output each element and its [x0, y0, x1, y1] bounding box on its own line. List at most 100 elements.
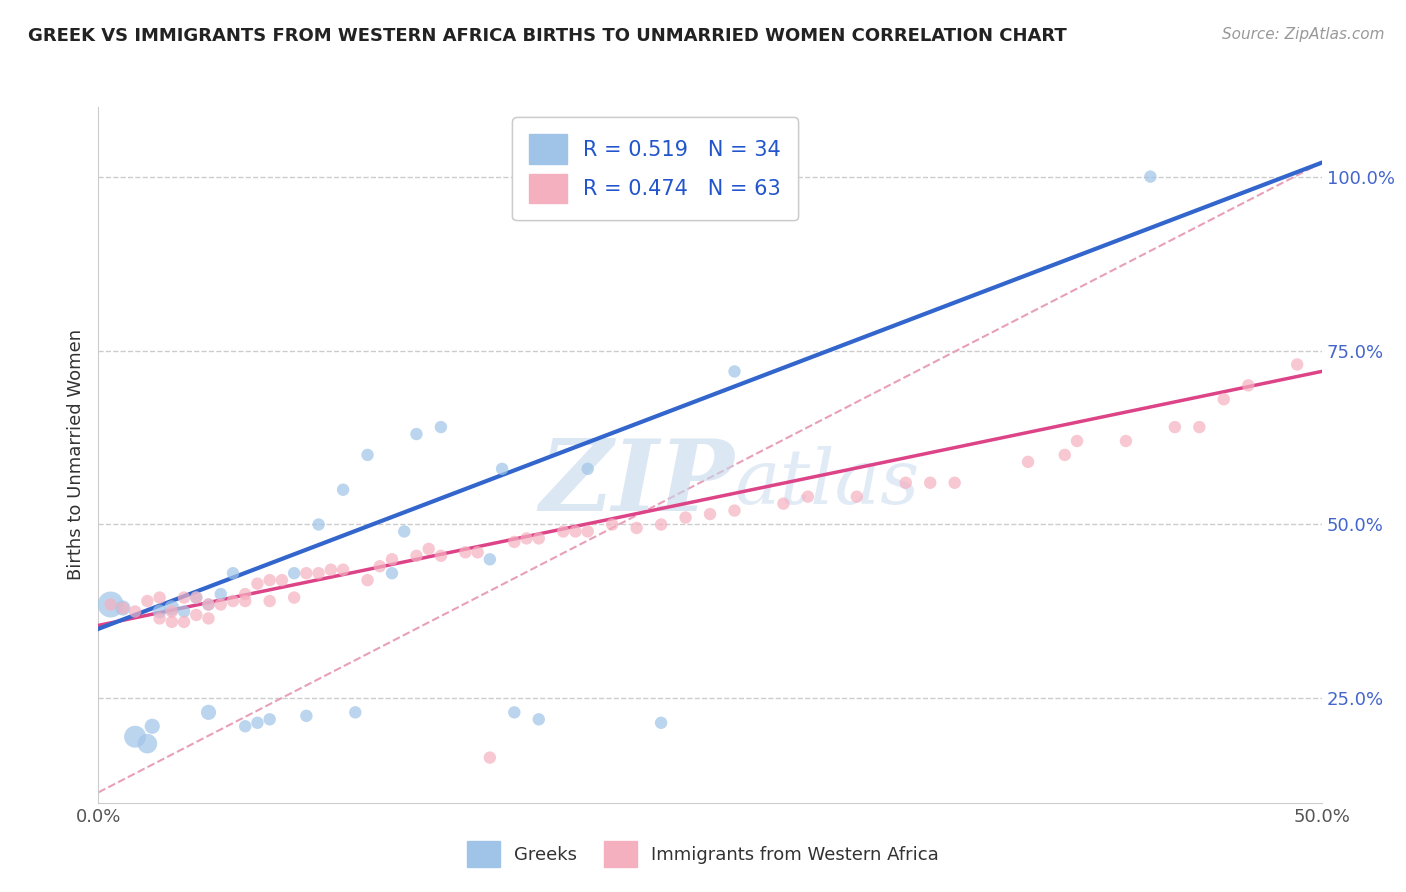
Point: [308, 517, 330, 532]
Point: [515, 532, 537, 546]
Point: [197, 611, 219, 625]
Point: [797, 490, 820, 504]
Point: [405, 427, 427, 442]
Point: [233, 587, 256, 601]
Point: [209, 587, 232, 601]
Point: [894, 475, 917, 490]
Point: [430, 549, 453, 563]
Point: [1237, 378, 1260, 392]
Point: [1212, 392, 1234, 407]
Point: [332, 563, 354, 577]
Point: [246, 715, 269, 730]
Point: [478, 552, 501, 566]
Text: GREEK VS IMMIGRANTS FROM WESTERN AFRICA BIRTHS TO UNMARRIED WOMEN CORRELATION CH: GREEK VS IMMIGRANTS FROM WESTERN AFRICA …: [28, 27, 1067, 45]
Point: [222, 566, 245, 581]
Y-axis label: Births to Unmarried Women: Births to Unmarried Women: [66, 329, 84, 581]
Point: [381, 566, 404, 581]
Point: [332, 483, 354, 497]
Point: [259, 712, 281, 726]
Point: [160, 601, 183, 615]
Point: [368, 559, 391, 574]
Point: [1017, 455, 1039, 469]
Point: [100, 598, 122, 612]
Point: [1115, 434, 1137, 448]
Point: [222, 594, 245, 608]
Point: [100, 598, 122, 612]
Point: [141, 719, 163, 733]
Point: [723, 503, 745, 517]
Point: [270, 573, 294, 587]
Point: [405, 549, 427, 563]
Point: [344, 706, 367, 720]
Point: [626, 521, 648, 535]
Point: [527, 712, 550, 726]
Point: [356, 573, 378, 587]
Legend: Greeks, Immigrants from Western Africa: Greeks, Immigrants from Western Africa: [460, 834, 946, 874]
Point: [124, 605, 146, 619]
Point: [186, 591, 208, 605]
Point: [356, 448, 378, 462]
Point: [149, 611, 172, 625]
Point: [246, 576, 269, 591]
Point: [173, 605, 195, 619]
Point: [553, 524, 575, 539]
Point: [527, 532, 550, 546]
Point: [149, 605, 172, 619]
Point: [1053, 448, 1076, 462]
Point: [124, 730, 146, 744]
Point: [160, 605, 183, 619]
Point: [699, 507, 721, 521]
Point: [478, 750, 501, 764]
Point: [233, 594, 256, 608]
Point: [197, 706, 219, 720]
Point: [1286, 358, 1309, 372]
Point: [503, 706, 526, 720]
Point: [197, 598, 219, 612]
Point: [600, 517, 623, 532]
Point: [1188, 420, 1211, 434]
Point: [650, 715, 672, 730]
Point: [491, 462, 513, 476]
Point: [173, 591, 195, 605]
Legend: R = 0.519   N = 34, R = 0.474   N = 63: R = 0.519 N = 34, R = 0.474 N = 63: [513, 118, 797, 220]
Point: [430, 420, 453, 434]
Point: [503, 534, 526, 549]
Point: [259, 594, 281, 608]
Text: Source: ZipAtlas.com: Source: ZipAtlas.com: [1222, 27, 1385, 42]
Point: [295, 566, 318, 581]
Point: [392, 524, 416, 539]
Point: [111, 601, 134, 615]
Point: [173, 615, 195, 629]
Point: [186, 607, 208, 622]
Point: [381, 552, 404, 566]
Text: ZIP: ZIP: [540, 434, 734, 531]
Point: [467, 545, 489, 559]
Point: [308, 566, 330, 581]
Point: [209, 598, 232, 612]
Point: [454, 545, 477, 559]
Text: atlas: atlas: [734, 446, 920, 520]
Point: [1066, 434, 1088, 448]
Point: [675, 510, 697, 524]
Point: [576, 524, 599, 539]
Point: [723, 364, 745, 378]
Point: [576, 462, 599, 476]
Point: [1164, 420, 1187, 434]
Point: [111, 601, 134, 615]
Point: [920, 475, 942, 490]
Point: [197, 598, 219, 612]
Point: [295, 708, 318, 723]
Point: [136, 594, 159, 608]
Point: [283, 566, 305, 581]
Point: [1139, 169, 1161, 184]
Point: [845, 490, 868, 504]
Point: [772, 497, 794, 511]
Point: [283, 591, 305, 605]
Point: [233, 719, 256, 733]
Point: [149, 591, 172, 605]
Point: [319, 563, 342, 577]
Point: [650, 517, 672, 532]
Point: [564, 524, 586, 539]
Point: [136, 737, 159, 751]
Point: [943, 475, 966, 490]
